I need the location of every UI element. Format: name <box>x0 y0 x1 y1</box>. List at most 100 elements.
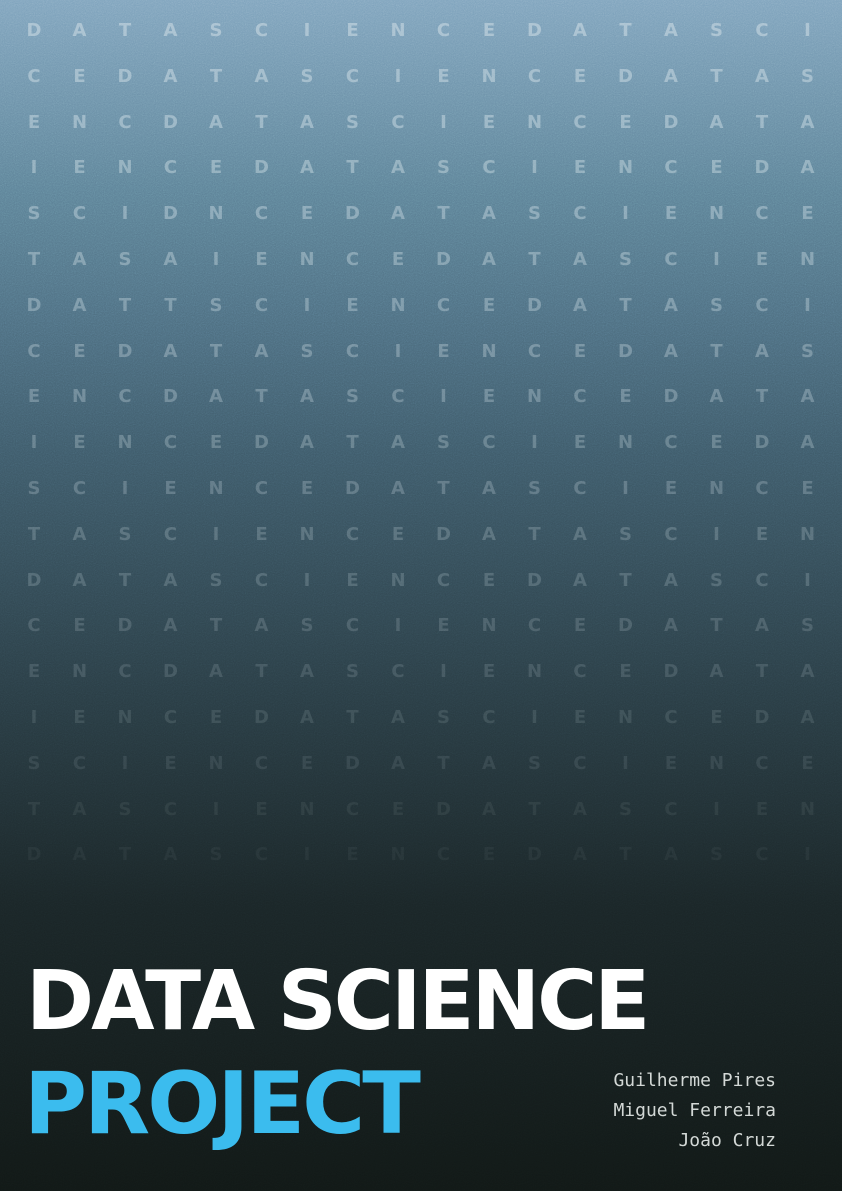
background-letter: E <box>573 157 587 179</box>
background-letter: A <box>482 798 496 820</box>
background-letter: C <box>345 340 360 362</box>
background-letter: A <box>482 523 496 545</box>
background-letter: A <box>800 386 815 408</box>
background-letter: A <box>72 20 87 41</box>
background-letter: N <box>208 478 224 499</box>
background-letter: A <box>72 798 87 820</box>
background-letter: A <box>755 65 769 87</box>
background-letter: E <box>755 523 769 545</box>
background-letter: E <box>209 157 223 179</box>
background-letter: E <box>73 157 86 179</box>
background-letter: I <box>394 615 402 637</box>
background-letter: A <box>573 294 587 316</box>
background-letter: C <box>345 249 360 270</box>
background-letter: A <box>300 386 314 408</box>
background-letter: C <box>573 478 587 499</box>
background-letter: T <box>209 65 223 87</box>
background-letter: C <box>163 798 178 820</box>
background-letter: C <box>573 752 587 774</box>
background-letter: C <box>573 386 587 408</box>
background-letter: E <box>391 249 405 270</box>
background-letter: A <box>163 249 178 270</box>
background-letter: D <box>254 157 269 179</box>
background-letter: C <box>527 340 542 362</box>
background-letter: I <box>622 752 629 774</box>
background-letter: C <box>664 798 678 820</box>
background-letter: A <box>573 523 587 545</box>
background-letter: C <box>254 752 269 774</box>
background-letter: I <box>622 478 629 499</box>
background-letter: N <box>481 615 497 637</box>
background-letter: I <box>531 707 538 728</box>
background-letter: D <box>163 661 178 683</box>
background-letter: E <box>437 65 450 87</box>
background-letter: A <box>391 478 405 499</box>
background-letter: C <box>573 111 587 133</box>
background-letter: A <box>709 661 724 683</box>
background-letter: A <box>209 111 223 133</box>
background-letter: S <box>801 65 814 87</box>
background-letter: C <box>163 523 178 545</box>
background-letter: E <box>573 615 587 637</box>
background-letter: I <box>303 844 311 866</box>
background-letter: S <box>619 523 632 545</box>
background-letter: N <box>526 111 543 133</box>
background-letter: D <box>663 386 679 408</box>
background-letter: I <box>30 157 38 179</box>
background-letter: D <box>618 340 633 362</box>
background-letter: N <box>799 249 816 270</box>
background-letter: N <box>71 661 88 683</box>
background-letter: E <box>27 111 41 133</box>
background-letter: E <box>73 65 86 87</box>
background-letter: N <box>708 752 725 774</box>
background-letter: E <box>391 798 405 820</box>
background-letter: T <box>164 294 177 316</box>
background-letter: A <box>800 111 815 133</box>
background-letter: T <box>27 523 41 545</box>
background-letter: A <box>755 340 769 362</box>
background-letter: A <box>163 20 178 41</box>
background-letter: E <box>300 203 314 225</box>
background-letter: D <box>663 111 679 133</box>
background-letter: S <box>437 157 450 179</box>
background-letter: A <box>163 844 178 866</box>
background-letter: N <box>299 798 315 820</box>
background-letter: A <box>482 478 496 499</box>
background-letter: D <box>26 294 42 316</box>
background-letter: C <box>664 249 678 270</box>
background-letter: E <box>300 478 314 499</box>
background-letter: C <box>755 569 769 591</box>
background-letter: E <box>482 386 496 408</box>
background-letter: T <box>437 203 450 225</box>
background-letter: N <box>208 752 224 774</box>
background-letter: A <box>755 615 769 637</box>
background-letter: A <box>163 615 178 637</box>
background-letter: A <box>664 294 678 316</box>
background-letter: I <box>30 707 38 728</box>
background-letter: I <box>804 569 811 591</box>
background-letter: S <box>300 340 314 362</box>
background-letter: C <box>436 20 451 41</box>
background-letter: D <box>527 20 542 41</box>
background-letter-grid: D A T A S C I E N C E D A T A S C I D A T A S C I E N C E D A T A S C I C E D A… <box>26 20 816 866</box>
background-letter: D <box>163 386 178 408</box>
background-letter: C <box>254 478 269 499</box>
background-letter: C <box>163 432 178 454</box>
background-letter: I <box>394 65 402 87</box>
background-letter: N <box>617 157 634 179</box>
background-letter: C <box>27 340 41 362</box>
background-letter: A <box>209 386 223 408</box>
background-letter: E <box>437 615 450 637</box>
background-letter: S <box>27 752 41 774</box>
background-letter: C <box>664 707 678 728</box>
background-letter: N <box>799 523 816 545</box>
background-letter: T <box>437 752 450 774</box>
background-letter: A <box>664 340 678 362</box>
background-letter: N <box>71 111 88 133</box>
background-letter: T <box>710 65 723 87</box>
author-list: Guilherme Pires Miguel Ferreira João Cru… <box>613 1066 776 1156</box>
background-letter: I <box>531 157 538 179</box>
background-letter: S <box>346 386 359 408</box>
background-letter: D <box>26 20 42 41</box>
background-letter: E <box>346 569 359 591</box>
